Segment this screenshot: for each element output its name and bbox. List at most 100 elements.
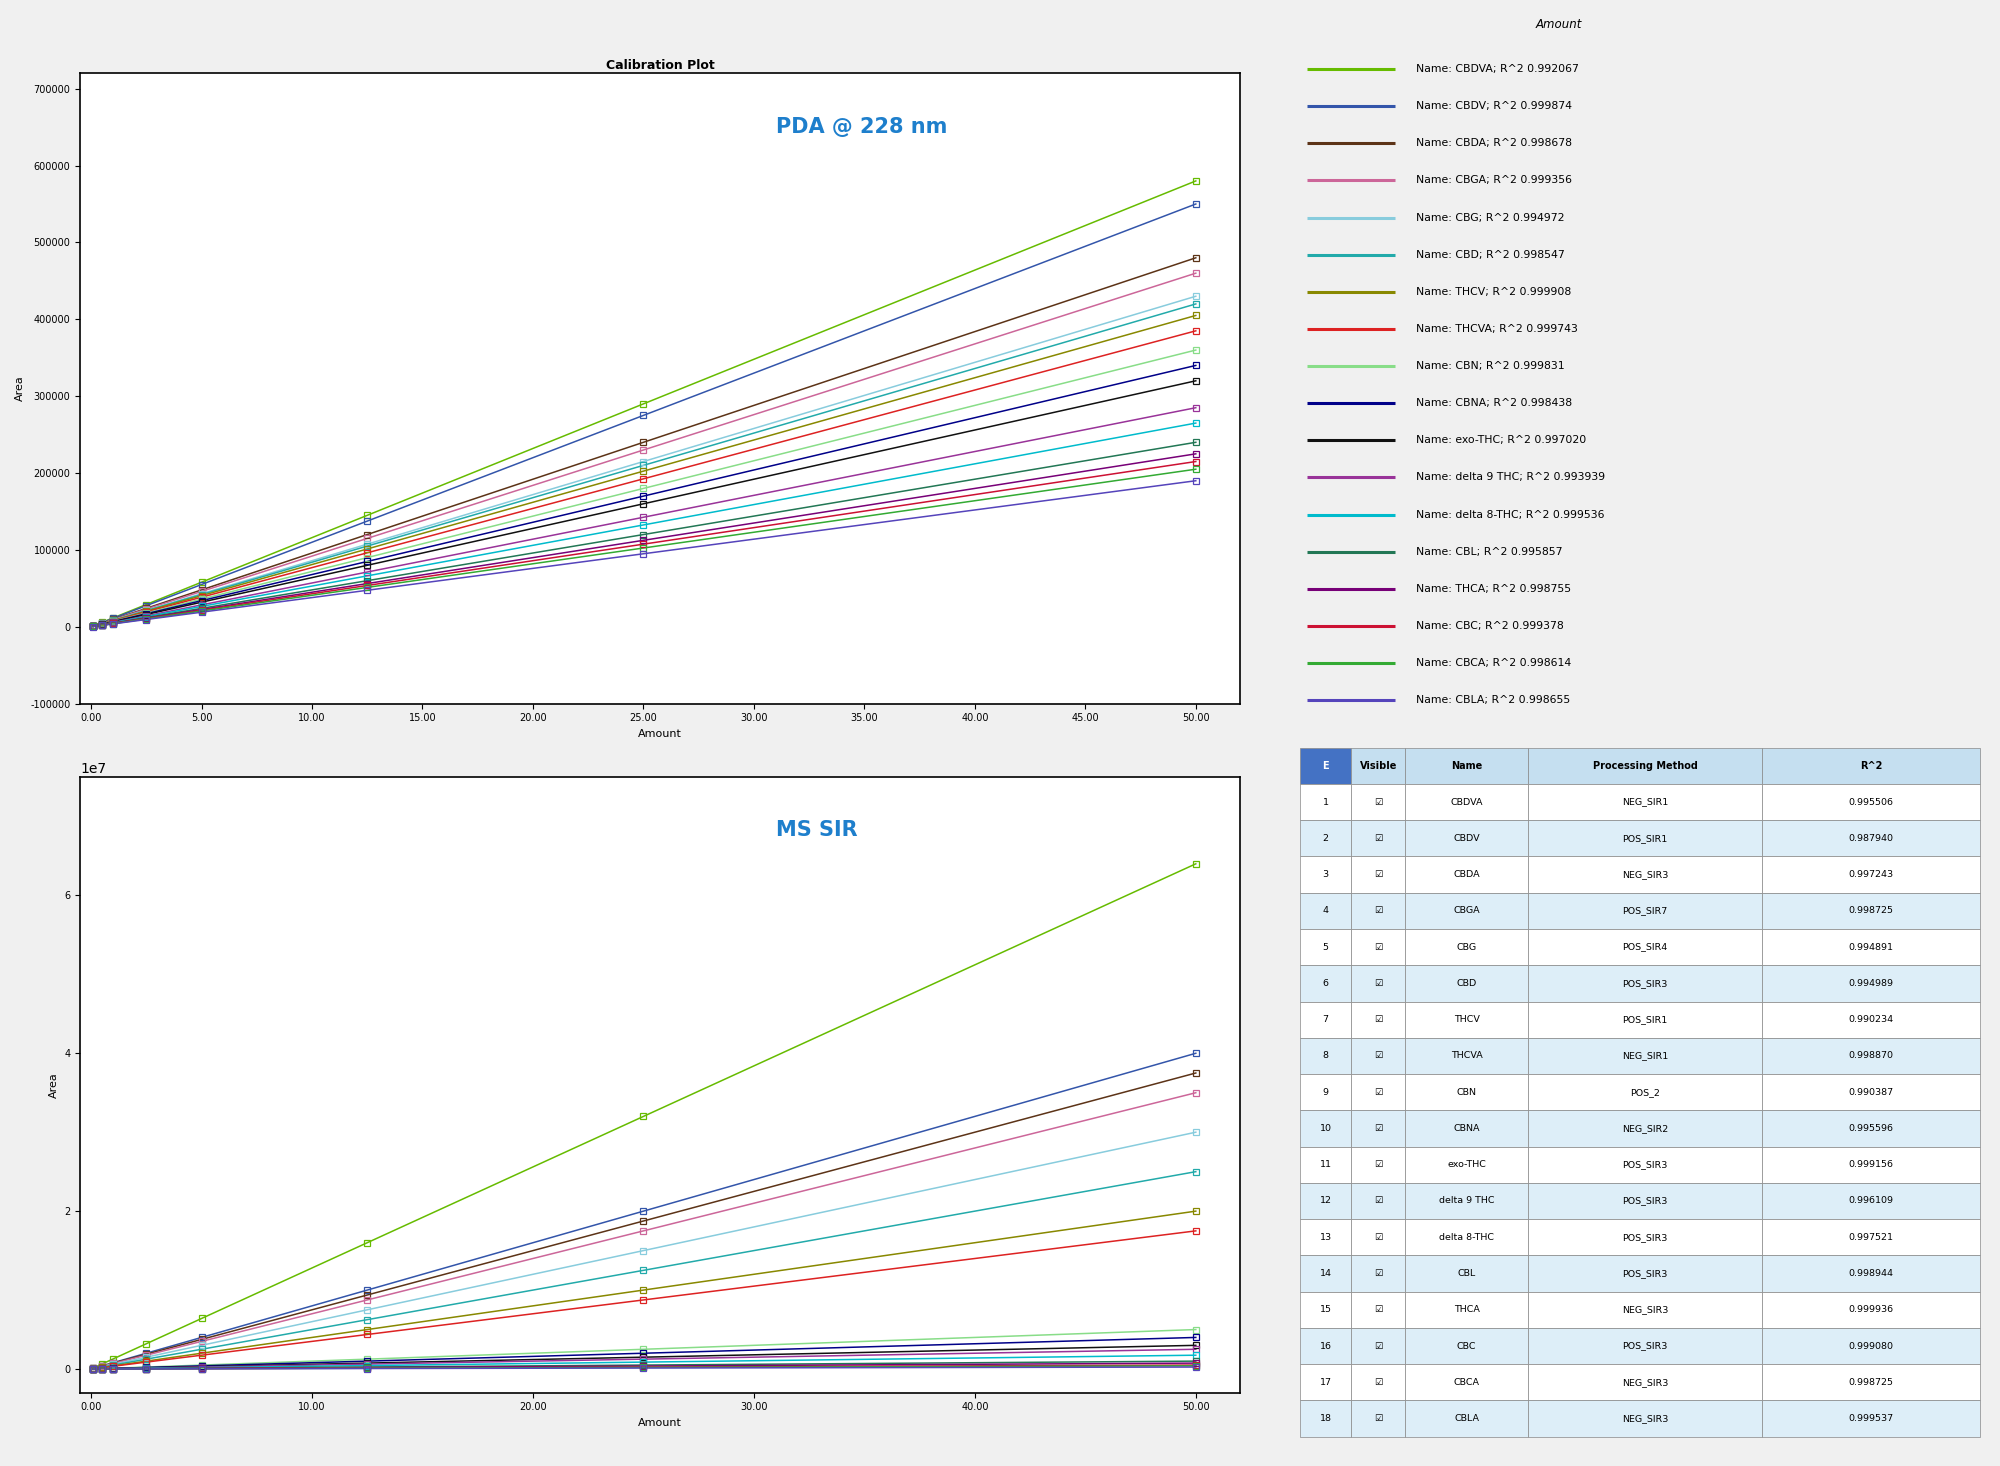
Bar — [1352, 965, 1406, 1001]
Bar — [1300, 1400, 1352, 1437]
Bar — [1528, 1400, 1762, 1437]
Text: 0.995506: 0.995506 — [1848, 798, 1894, 806]
Bar — [1406, 1292, 1528, 1328]
Text: ☑: ☑ — [1374, 906, 1382, 915]
Bar — [1300, 1365, 1352, 1400]
Text: ☑: ☑ — [1374, 1341, 1382, 1350]
Text: POS_SIR7: POS_SIR7 — [1622, 906, 1668, 915]
Text: E: E — [1322, 761, 1328, 771]
Text: POS_SIR3: POS_SIR3 — [1622, 1196, 1668, 1205]
Text: Name: CBL; R^2 0.995857: Name: CBL; R^2 0.995857 — [1416, 547, 1562, 557]
Text: 12: 12 — [1320, 1196, 1332, 1205]
Text: Name: CBD; R^2 0.998547: Name: CBD; R^2 0.998547 — [1416, 249, 1564, 259]
Text: 0.997243: 0.997243 — [1848, 871, 1894, 880]
Text: delta 9 THC: delta 9 THC — [1438, 1196, 1494, 1205]
Text: POS_2: POS_2 — [1630, 1088, 1660, 1097]
Bar — [1528, 1001, 1762, 1038]
Bar — [1762, 819, 1980, 856]
Bar — [1406, 748, 1528, 784]
Bar — [1528, 1075, 1762, 1110]
Bar — [1528, 1110, 1762, 1146]
Text: 14: 14 — [1320, 1270, 1332, 1278]
Text: 18: 18 — [1320, 1415, 1332, 1423]
Text: CBNA: CBNA — [1454, 1124, 1480, 1133]
Text: ☑: ☑ — [1374, 1124, 1382, 1133]
Text: ☑: ☑ — [1374, 1051, 1382, 1060]
Text: MS SIR: MS SIR — [776, 819, 858, 840]
Text: THCVA: THCVA — [1450, 1051, 1482, 1060]
Bar — [1300, 856, 1352, 893]
Bar — [1528, 748, 1762, 784]
Text: POS_SIR3: POS_SIR3 — [1622, 1160, 1668, 1170]
Bar — [1762, 1001, 1980, 1038]
Text: ☑: ☑ — [1374, 943, 1382, 951]
Bar — [1352, 1075, 1406, 1110]
Bar — [1300, 1255, 1352, 1292]
Text: ☑: ☑ — [1374, 1233, 1382, 1242]
Bar — [1300, 748, 1352, 784]
Text: THCA: THCA — [1454, 1305, 1480, 1314]
Title: Calibration Plot: Calibration Plot — [606, 59, 714, 72]
Bar — [1762, 856, 1980, 893]
Text: 6: 6 — [1322, 979, 1328, 988]
Bar — [1528, 784, 1762, 819]
Text: 0.987940: 0.987940 — [1848, 834, 1894, 843]
Bar — [1300, 965, 1352, 1001]
Y-axis label: Area: Area — [14, 375, 24, 402]
Bar — [1406, 1075, 1528, 1110]
Text: R^2: R^2 — [1860, 761, 1882, 771]
Bar — [1528, 1365, 1762, 1400]
Bar — [1352, 819, 1406, 856]
Text: Name: CBN; R^2 0.999831: Name: CBN; R^2 0.999831 — [1416, 361, 1564, 371]
Bar — [1352, 1038, 1406, 1075]
Bar — [1352, 1292, 1406, 1328]
Bar — [1762, 1400, 1980, 1437]
Text: ☑: ☑ — [1374, 798, 1382, 806]
Text: CBGA: CBGA — [1454, 906, 1480, 915]
Text: CBL: CBL — [1458, 1270, 1476, 1278]
Text: Name: CBG; R^2 0.994972: Name: CBG; R^2 0.994972 — [1416, 213, 1564, 223]
Text: CBG: CBG — [1456, 943, 1476, 951]
Bar — [1406, 1183, 1528, 1220]
Bar — [1352, 748, 1406, 784]
Text: NEG_SIR3: NEG_SIR3 — [1622, 871, 1668, 880]
Bar — [1528, 1146, 1762, 1183]
Text: NEG_SIR1: NEG_SIR1 — [1622, 1051, 1668, 1060]
Bar — [1406, 1365, 1528, 1400]
Text: POS_SIR1: POS_SIR1 — [1622, 834, 1668, 843]
Text: 0.999936: 0.999936 — [1848, 1305, 1894, 1314]
Bar — [1352, 1183, 1406, 1220]
Bar — [1352, 1328, 1406, 1365]
X-axis label: Amount: Amount — [638, 729, 682, 739]
Bar — [1300, 819, 1352, 856]
Bar — [1406, 1146, 1528, 1183]
Text: POS_SIR1: POS_SIR1 — [1622, 1014, 1668, 1025]
Bar — [1352, 856, 1406, 893]
Bar — [1406, 1110, 1528, 1146]
Text: Name: Name — [1450, 761, 1482, 771]
Text: 2: 2 — [1322, 834, 1328, 843]
Bar — [1528, 965, 1762, 1001]
Bar — [1528, 893, 1762, 929]
Bar — [1300, 1220, 1352, 1255]
Bar — [1406, 965, 1528, 1001]
Bar — [1300, 1146, 1352, 1183]
Text: 8: 8 — [1322, 1051, 1328, 1060]
Text: 0.999537: 0.999537 — [1848, 1415, 1894, 1423]
Text: ☑: ☑ — [1374, 1088, 1382, 1097]
Bar — [1300, 1183, 1352, 1220]
Text: Name: CBCA; R^2 0.998614: Name: CBCA; R^2 0.998614 — [1416, 658, 1570, 668]
Text: ☑: ☑ — [1374, 1270, 1382, 1278]
Text: 0.999156: 0.999156 — [1848, 1160, 1894, 1170]
Bar — [1300, 784, 1352, 819]
Text: Visible: Visible — [1360, 761, 1396, 771]
Text: 0.996109: 0.996109 — [1848, 1196, 1894, 1205]
Bar — [1406, 1001, 1528, 1038]
Text: 16: 16 — [1320, 1341, 1332, 1350]
Bar — [1406, 819, 1528, 856]
Bar — [1406, 1038, 1528, 1075]
Text: ☑: ☑ — [1374, 1196, 1382, 1205]
Text: PDA @ 228 nm: PDA @ 228 nm — [776, 117, 948, 138]
Bar — [1406, 893, 1528, 929]
Bar — [1300, 1075, 1352, 1110]
